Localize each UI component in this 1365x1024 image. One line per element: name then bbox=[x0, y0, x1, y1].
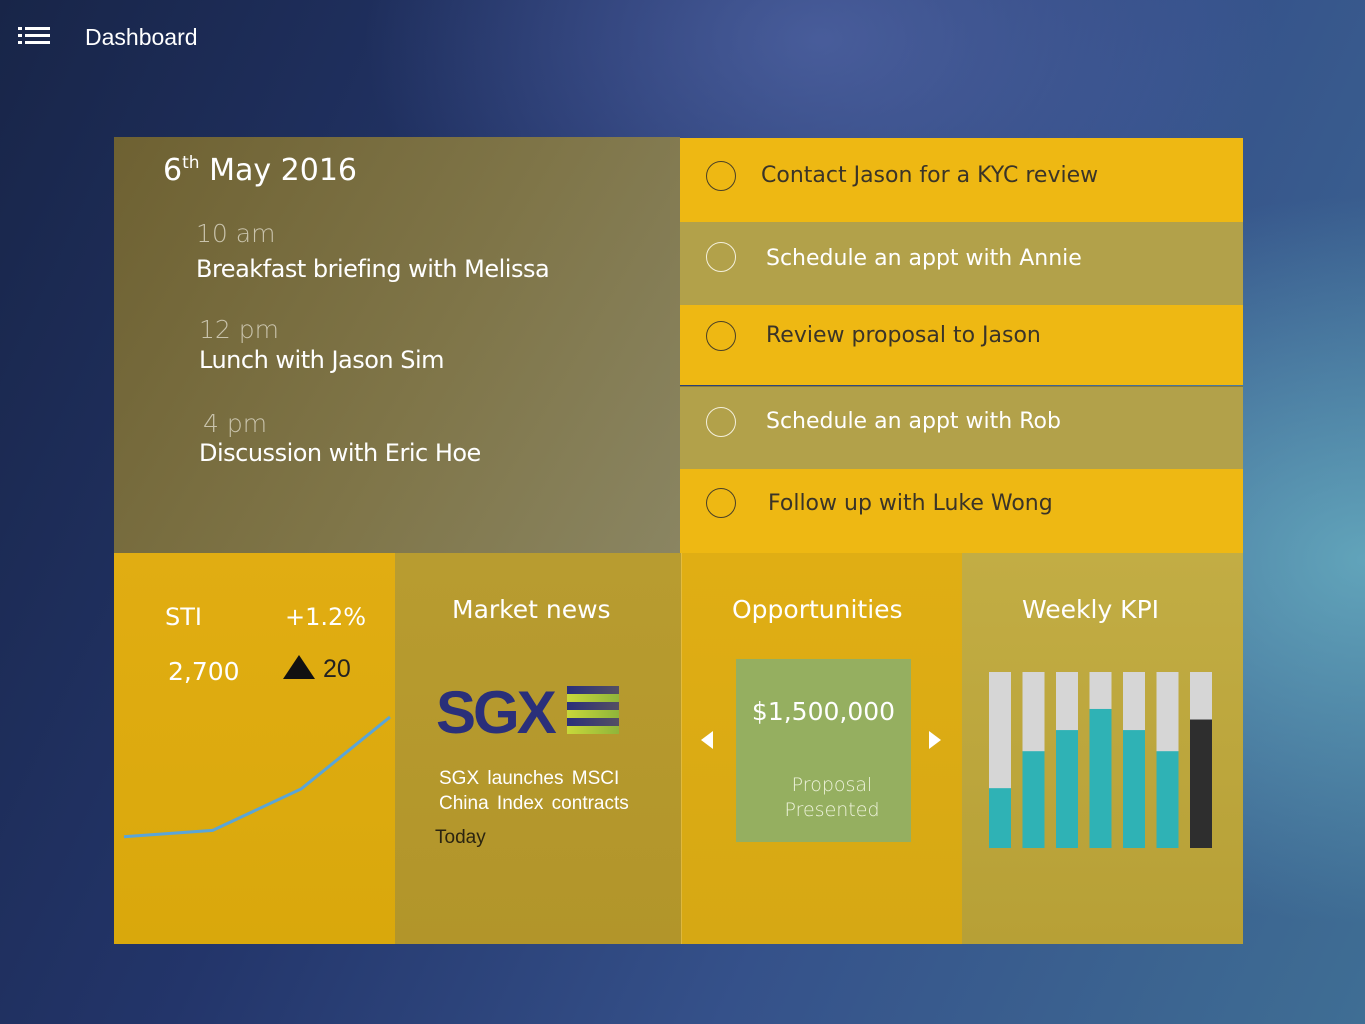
opportunity-amount: $1,500,000 bbox=[751, 697, 896, 726]
task-item[interactable]: Contact Jason for a KYC review bbox=[680, 138, 1243, 222]
up-triangle-icon bbox=[283, 655, 315, 679]
sti-change-percent: +1.2% bbox=[285, 603, 367, 631]
sti-line-chart bbox=[123, 715, 391, 839]
task-checkbox[interactable] bbox=[706, 242, 736, 272]
event-title[interactable]: Breakfast briefing with Melissa bbox=[196, 255, 550, 283]
kpi-bar bbox=[1089, 708, 1112, 848]
task-checkbox[interactable] bbox=[706, 488, 736, 518]
weekly-kpi-heading: Weekly KPI bbox=[1022, 595, 1160, 624]
kpi-bar bbox=[1056, 730, 1078, 848]
page-title: Dashboard bbox=[85, 24, 198, 50]
task-item[interactable]: Schedule an appt with Annie bbox=[680, 222, 1243, 305]
opportunities-tile: Opportunities $1,500,000 Proposal Presen… bbox=[681, 553, 962, 944]
task-label: Schedule an appt with Annie bbox=[766, 246, 1082, 271]
top-bar: Dashboard bbox=[0, 0, 1365, 76]
kpi-bar bbox=[1190, 719, 1212, 848]
event-title[interactable]: Discussion with Eric Hoe bbox=[199, 439, 481, 467]
task-item[interactable]: Follow up with Luke Wong bbox=[680, 469, 1243, 553]
event-time: 12 pm bbox=[199, 315, 279, 344]
kpi-bar bbox=[1123, 730, 1145, 848]
task-label: Schedule an appt with Rob bbox=[766, 409, 1061, 434]
event-time: 10 am bbox=[196, 219, 276, 248]
sti-tile[interactable]: STI +1.2% 2,700 20 bbox=[114, 553, 395, 944]
task-checkbox[interactable] bbox=[706, 407, 736, 437]
kpi-bar-chart bbox=[989, 672, 1212, 848]
kpi-bar bbox=[1022, 751, 1045, 848]
task-item[interactable]: Schedule an appt with Rob bbox=[680, 386, 1243, 469]
market-news-heading: Market news bbox=[452, 595, 611, 624]
opportunity-card[interactable]: $1,500,000 Proposal Presented bbox=[736, 659, 911, 842]
sti-name: STI bbox=[165, 603, 202, 631]
chevron-left-icon[interactable] bbox=[701, 731, 713, 749]
task-checkbox[interactable] bbox=[706, 161, 736, 191]
event-title[interactable]: Lunch with Jason Sim bbox=[199, 346, 445, 374]
chevron-right-icon[interactable] bbox=[929, 731, 941, 749]
sgx-logo: SGX bbox=[436, 681, 619, 743]
opportunity-stage: Proposal Presented bbox=[784, 774, 880, 821]
sti-series-line bbox=[123, 715, 391, 839]
sgx-logo-text: SGX bbox=[436, 681, 557, 743]
hamburger-menu-icon[interactable] bbox=[18, 26, 52, 50]
kpi-bar bbox=[1156, 751, 1179, 848]
task-checkbox[interactable] bbox=[706, 321, 736, 351]
task-label: Contact Jason for a KYC review bbox=[761, 163, 1099, 188]
news-headline[interactable]: SGX launches MSCI China Index contracts bbox=[439, 768, 629, 814]
calendar-date: 6th May 2016 bbox=[163, 153, 357, 188]
news-date: Today bbox=[435, 827, 486, 848]
calendar-panel: 6th May 2016 10 am Breakfast briefing wi… bbox=[114, 137, 680, 553]
task-label: Follow up with Luke Wong bbox=[768, 491, 1053, 516]
kpi-bar bbox=[989, 788, 1011, 848]
opportunities-heading: Opportunities bbox=[732, 595, 903, 624]
task-item[interactable]: Review proposal to Jason bbox=[680, 305, 1243, 385]
task-label: Review proposal to Jason bbox=[766, 323, 1041, 348]
market-news-tile[interactable]: Market news SGX SGX launches MSCI China … bbox=[395, 553, 681, 944]
sti-value: 2,700 bbox=[168, 657, 240, 686]
weekly-kpi-tile[interactable]: Weekly KPI bbox=[962, 553, 1243, 944]
sti-change-points: 20 bbox=[323, 655, 351, 683]
event-time: 4 pm bbox=[203, 409, 268, 438]
